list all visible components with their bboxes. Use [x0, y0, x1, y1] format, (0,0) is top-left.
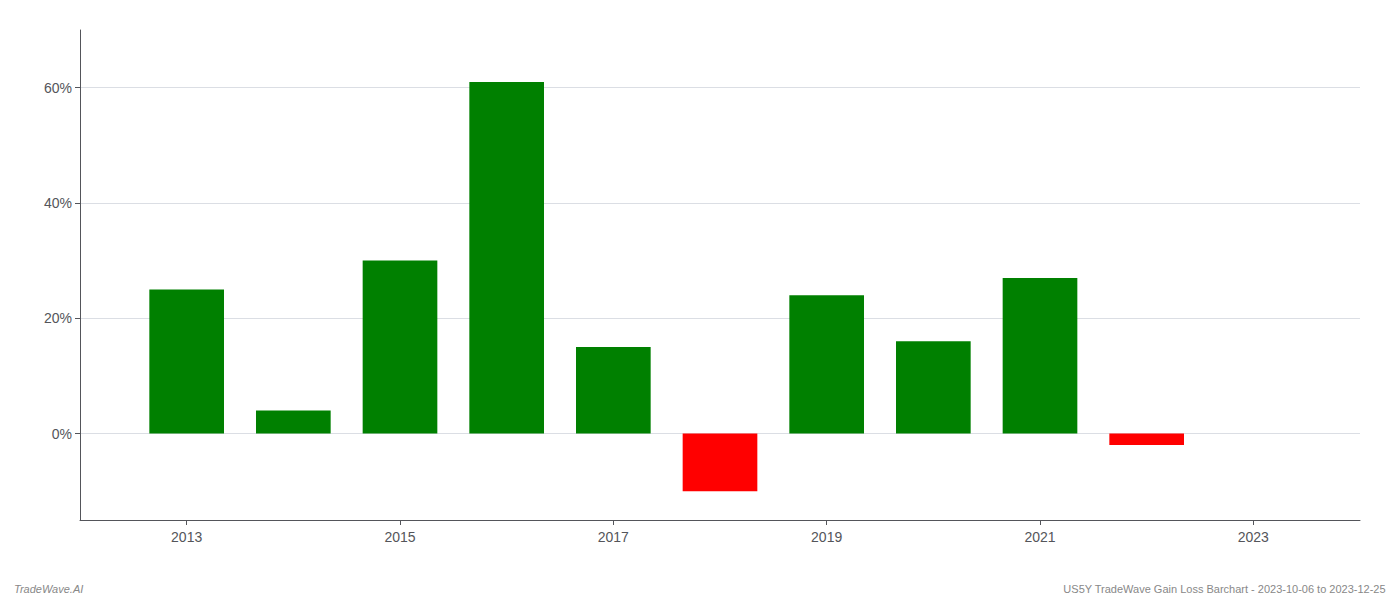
- svg-text:40%: 40%: [44, 195, 72, 211]
- svg-text:US5Y TradeWave Gain Loss Barch: US5Y TradeWave Gain Loss Barchart - 2023…: [1063, 583, 1385, 595]
- svg-text:2015: 2015: [384, 529, 415, 545]
- svg-text:2023: 2023: [1238, 529, 1269, 545]
- svg-text:60%: 60%: [44, 80, 72, 96]
- svg-text:2019: 2019: [811, 529, 842, 545]
- svg-text:20%: 20%: [44, 310, 72, 326]
- svg-text:0%: 0%: [52, 426, 72, 442]
- svg-text:2021: 2021: [1024, 529, 1055, 545]
- svg-text:2013: 2013: [171, 529, 202, 545]
- svg-text:TradeWave.AI: TradeWave.AI: [14, 583, 83, 595]
- svg-text:2017: 2017: [598, 529, 629, 545]
